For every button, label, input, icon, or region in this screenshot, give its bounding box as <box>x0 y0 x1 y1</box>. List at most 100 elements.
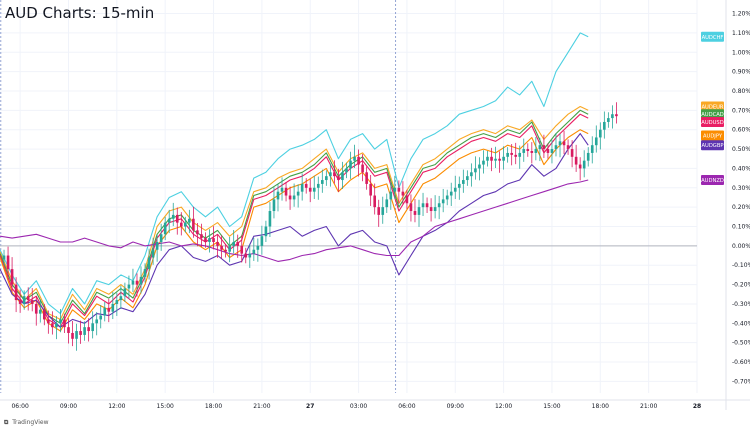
candle-body <box>445 195 449 200</box>
candle-body <box>316 183 320 188</box>
legend-badge-audchf <box>701 31 724 42</box>
candle-body <box>264 226 268 237</box>
candle-body <box>417 207 421 215</box>
y-tick-label: 0.90% <box>732 69 750 76</box>
x-tick-label: 15:00 <box>157 403 174 410</box>
candle-body <box>546 149 550 153</box>
legend-label-audusd: AUDUSD <box>701 120 723 126</box>
candle-body <box>220 245 223 250</box>
candle-body <box>208 238 211 242</box>
y-tick-label: 1.10% <box>732 30 750 37</box>
candle-body <box>357 156 360 165</box>
series-line-audcad <box>0 109 589 324</box>
x-tick-label: 03:00 <box>350 403 367 410</box>
candle-body <box>228 245 231 252</box>
candle-body <box>22 296 26 304</box>
y-tick-label: -0.20% <box>732 282 750 289</box>
candle-body <box>506 152 509 157</box>
candle-body <box>377 207 381 215</box>
candle-body <box>562 141 566 146</box>
candle-body <box>179 222 183 227</box>
y-tick-label: 0.70% <box>732 107 750 114</box>
candle-body <box>598 129 602 138</box>
candle-body <box>10 269 14 285</box>
candle-body <box>498 158 501 161</box>
candle-body <box>280 187 284 192</box>
candle-body <box>594 137 598 146</box>
candle-body <box>18 300 22 304</box>
candle-body <box>526 149 530 152</box>
candle-body <box>167 218 171 223</box>
x-tick-label: 09:00 <box>447 403 464 410</box>
legend-badge-audcad <box>701 109 724 120</box>
candle-body <box>123 288 127 297</box>
candle-body <box>502 156 505 161</box>
y-tick-label: 1.20% <box>732 11 750 18</box>
legend-badge-audgbp <box>701 140 724 151</box>
candle-body <box>514 154 518 157</box>
candle-body <box>542 145 546 150</box>
candle-body <box>466 176 469 181</box>
candle-body <box>163 222 167 235</box>
candle-body <box>586 152 590 161</box>
y-axis: 1.20% 1.10% 1.00% 0.90% 0.80% 0.70% 0.60% 0.50%… <box>725 0 750 410</box>
candle-body <box>248 253 252 258</box>
candle-body <box>276 191 280 200</box>
candle-body <box>95 319 99 324</box>
candle-body <box>615 114 618 117</box>
candle-body <box>55 323 58 328</box>
candle-body <box>389 191 393 200</box>
candle-body <box>91 323 94 332</box>
legend-label-audnzd: AUDNZD <box>701 178 724 184</box>
candle-body <box>47 319 50 324</box>
candle-body <box>147 257 151 270</box>
candle-body <box>603 121 606 130</box>
series-line-audchf <box>0 32 589 315</box>
candle-body <box>204 238 207 242</box>
legend-badge-audnzd <box>701 175 724 186</box>
candle-body <box>373 195 376 208</box>
candle-body <box>260 236 264 246</box>
x-tick-label: 06:00 <box>11 403 28 410</box>
session-break-layer <box>0 0 397 393</box>
candle-body <box>67 327 70 333</box>
y-tick-label: -0.40% <box>732 320 750 327</box>
candle-body <box>200 234 203 239</box>
candle-body <box>453 187 457 192</box>
candle-body <box>482 160 485 165</box>
candle-body <box>333 172 336 177</box>
candle-body <box>393 187 397 192</box>
candle-body <box>184 222 187 227</box>
candle-body <box>470 172 473 177</box>
candle-body <box>115 300 119 304</box>
y-tick-label: 0.00% <box>732 243 750 250</box>
candle-body <box>103 307 107 316</box>
candle-body <box>79 331 82 335</box>
candle-body <box>131 280 135 285</box>
candle-body <box>296 191 300 196</box>
candle-body <box>321 180 324 184</box>
candle-body <box>256 245 260 250</box>
x-tick-label: 18:00 <box>205 403 222 410</box>
x-tick-label: 21:00 <box>640 403 657 410</box>
grid-layer <box>0 0 698 393</box>
candle-body <box>574 156 578 165</box>
candle-body <box>107 307 111 312</box>
candle-body <box>83 327 86 335</box>
y-tick-label: 0.10% <box>732 224 750 231</box>
footer-brand[interactable]: ⧉ TradingView <box>4 419 48 427</box>
candle-body <box>232 241 235 246</box>
legend-label-audjpy: AUDJPY <box>703 134 723 140</box>
candle-body <box>34 303 38 314</box>
tradingview-logo-icon: ⧉ <box>4 419 9 426</box>
candle-body <box>433 207 437 212</box>
candle-body <box>349 160 352 169</box>
legend-badge-audeur <box>701 101 724 112</box>
candle-body <box>111 303 115 312</box>
candle-body <box>590 145 594 153</box>
candle-body <box>578 164 582 169</box>
candle-body <box>143 269 147 277</box>
candle-body <box>457 183 461 188</box>
candle-body <box>71 332 74 339</box>
